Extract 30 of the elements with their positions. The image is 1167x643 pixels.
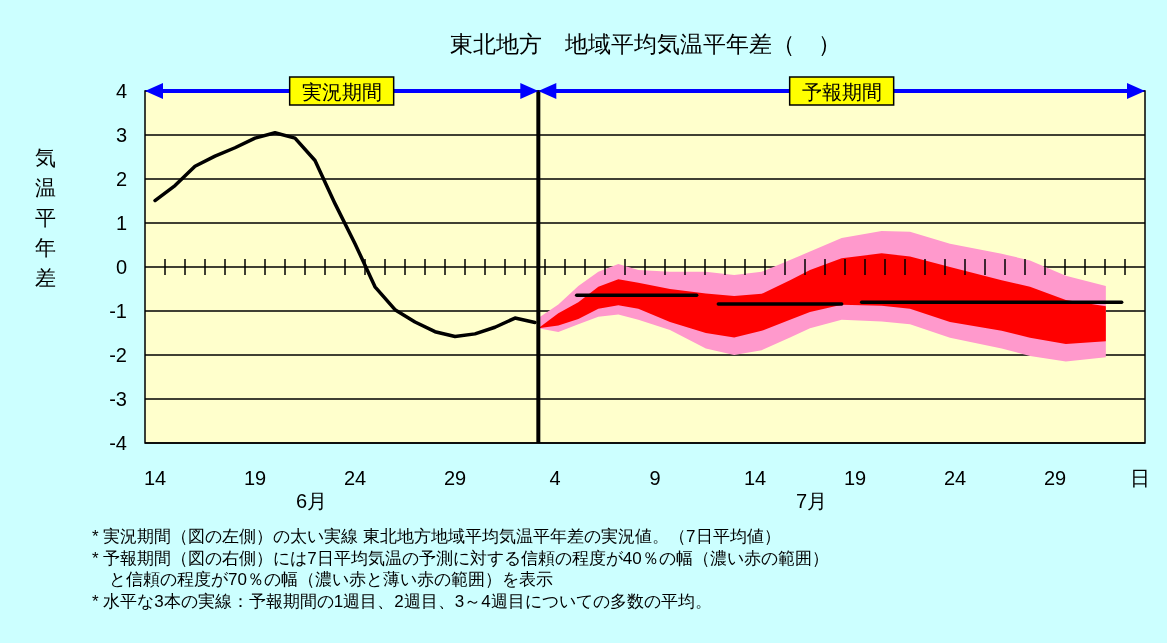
text: 6月 xyxy=(296,490,328,512)
y-tick-label: -1 xyxy=(109,300,127,322)
text: 7月 xyxy=(796,490,828,512)
y-tick-label: 0 xyxy=(115,256,127,278)
chart-title: 東北地方 地域平均気温平年差（ ） xyxy=(449,31,841,57)
y-tick-label: -2 xyxy=(109,344,127,366)
y-tick-label: 3 xyxy=(115,124,127,146)
x-tick-label: 19 xyxy=(243,467,267,489)
x-tick-label: 29 xyxy=(443,467,467,489)
text: * 水平な3本の実線：予報期間の1週目、2週目、3～4週目についての多数の平均。 xyxy=(92,591,712,611)
y-tick-label: -3 xyxy=(109,388,127,410)
text: * 実況期間（図の左側）の太い実線 東北地方地域平均気温平年差の実況値。（7日平均値） xyxy=(92,527,781,546)
annotation: 実況期間 xyxy=(301,81,382,103)
x-tick-label: 19 xyxy=(843,467,867,489)
text: と信頼の程度が70％の幅（濃い赤と薄い赤の範囲）を表示 xyxy=(92,570,553,589)
y-tick-label: 1 xyxy=(115,212,127,234)
x-tick-label: 14 xyxy=(143,467,167,489)
annotation: 予報期間 xyxy=(801,81,882,103)
x-axis-title: 日 xyxy=(1130,467,1150,489)
y-tick-label: -4 xyxy=(109,432,127,454)
y-tick-label: 2 xyxy=(115,168,127,190)
y-axis-title: 気温平年差 xyxy=(34,146,56,289)
x-tick-label: 14 xyxy=(743,467,767,489)
x-tick-label: 4 xyxy=(549,467,561,489)
x-tick-label: 9 xyxy=(649,467,661,489)
x-tick-label: 29 xyxy=(1043,467,1067,489)
x-tick-label: 24 xyxy=(943,467,967,489)
text: * 予報期間（図の右側）には7日平均気温の予測に対する信頼の程度が40％の幅（濃い赤の範囲） xyxy=(92,548,829,568)
x-tick-label: 24 xyxy=(343,467,367,489)
y-tick-label: 4 xyxy=(115,80,127,102)
